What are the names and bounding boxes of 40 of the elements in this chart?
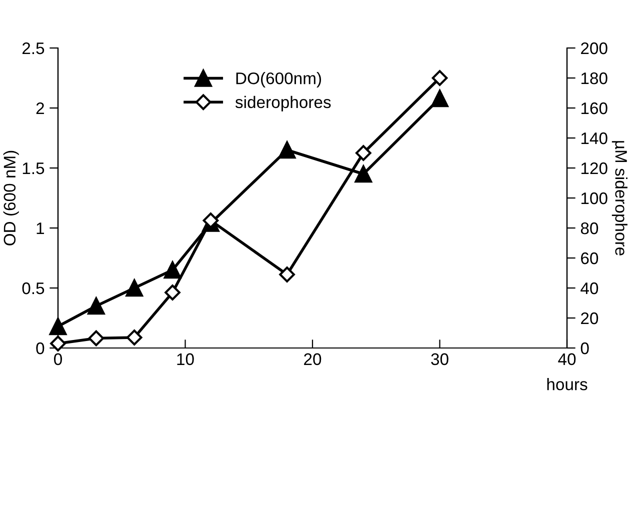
point bbox=[431, 90, 448, 108]
point bbox=[355, 145, 372, 161]
x-axis-title: hours bbox=[547, 378, 588, 390]
y-tick-label: 0.5 bbox=[22, 282, 44, 294]
legend-label: DO(600nm) bbox=[236, 72, 322, 88]
y2-tick-label: 160 bbox=[581, 102, 608, 114]
point bbox=[126, 330, 142, 346]
legend-label: siderophores bbox=[235, 96, 331, 112]
y-tick-label: 1 bbox=[36, 222, 44, 234]
y-tick-label: 2 bbox=[36, 102, 44, 114]
x-tick-label: 0 bbox=[54, 353, 62, 366]
y2-tick-label: 140 bbox=[581, 132, 608, 144]
y2-tick-label: 40 bbox=[580, 282, 598, 294]
point bbox=[88, 330, 104, 346]
y-axis-title: OD (600 nM) bbox=[3, 150, 19, 246]
x-tick-label: 30 bbox=[431, 353, 448, 366]
y2-tick-label: 80 bbox=[580, 222, 598, 234]
y2-axis-title: µM siderophore bbox=[612, 141, 628, 256]
y2-tick-label: 0 bbox=[580, 342, 589, 354]
point bbox=[126, 279, 144, 297]
y2-tick-label: 180 bbox=[581, 72, 608, 84]
y2-tick-label: 200 bbox=[581, 42, 608, 54]
point bbox=[87, 297, 105, 315]
x-tick-label: 10 bbox=[177, 353, 194, 366]
x-tick-label: 40 bbox=[558, 353, 576, 366]
point bbox=[354, 165, 372, 183]
point bbox=[432, 70, 448, 86]
y-tick-label: 2.5 bbox=[22, 42, 44, 54]
x-tick-label: 20 bbox=[304, 353, 322, 366]
y-tick-label: 0 bbox=[36, 342, 44, 354]
point bbox=[49, 318, 67, 336]
point bbox=[278, 141, 296, 159]
y-tick-label: 1.5 bbox=[22, 162, 44, 174]
point bbox=[279, 266, 295, 282]
y2-tick-label: 60 bbox=[581, 252, 598, 264]
y2-tick-label: 100 bbox=[581, 192, 608, 204]
y2-tick-label: 120 bbox=[581, 162, 608, 174]
point bbox=[164, 284, 180, 300]
point bbox=[164, 261, 182, 279]
y2-tick-label: 20 bbox=[581, 312, 598, 324]
